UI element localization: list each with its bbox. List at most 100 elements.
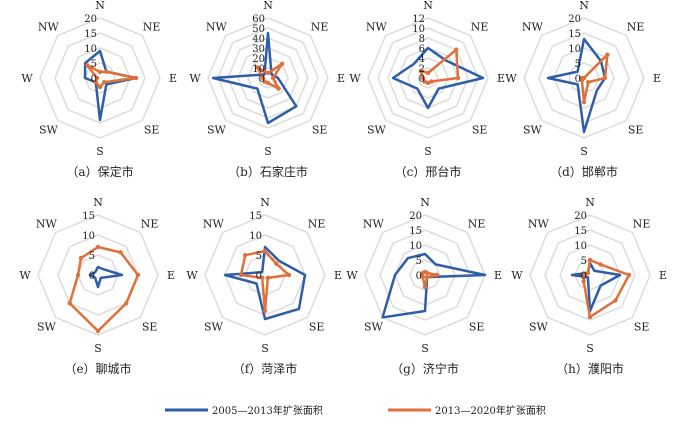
data-point [422, 79, 427, 84]
tick-label: 15 [84, 29, 97, 40]
data-point [260, 75, 266, 81]
data-point [104, 69, 109, 74]
radar-panel: N NE E SE S SW W NW 0 5 10 15 20 （d）邯郸市 [505, 0, 661, 179]
category-label: E [653, 72, 661, 85]
data-point [420, 270, 426, 276]
tick-label: 10 [252, 64, 265, 75]
data-point [78, 255, 84, 261]
category-label: SW [523, 124, 543, 137]
category-label: SW [207, 124, 227, 137]
category-label: SE [309, 321, 325, 334]
grid-ring [204, 214, 326, 336]
category-label: SW [367, 124, 387, 137]
tick-label: 0 [91, 74, 97, 85]
category-label: N [260, 196, 270, 209]
grid-ring [367, 17, 489, 139]
category-label: E [167, 269, 175, 282]
grid-ring [39, 17, 161, 139]
data-point [424, 270, 430, 276]
data-point [274, 261, 279, 266]
tick-label: 30 [252, 44, 265, 55]
grid-ring [57, 234, 139, 316]
grid-ring [84, 62, 116, 94]
category-label: SE [469, 321, 485, 334]
category-label: W [21, 72, 33, 85]
data-point [434, 272, 440, 278]
series-2005-2013-line [223, 245, 307, 321]
category-label: E [659, 269, 667, 282]
data-point [279, 61, 285, 67]
tick-label: 50 [252, 24, 265, 35]
grid-ring [407, 57, 449, 99]
data-point [102, 80, 107, 85]
grid-ring [69, 47, 131, 109]
category-label: NE [311, 20, 329, 33]
data-point [422, 284, 428, 290]
category-label: NE [143, 20, 161, 33]
panel-caption: （f）菏泽市 [233, 361, 297, 376]
tick-label: 0 [575, 74, 581, 85]
data-point [124, 301, 129, 306]
category-label: S [261, 342, 269, 355]
category-label: W [186, 269, 198, 282]
tick-label: 5 [89, 251, 95, 262]
tick-label: 6 [419, 44, 425, 55]
data-point [587, 314, 593, 320]
grid-ring [417, 67, 439, 89]
tick-label: 15 [82, 211, 95, 222]
tick-label: 20 [574, 211, 587, 222]
tick-label: 10 [249, 231, 262, 242]
tick-label: 10 [574, 241, 587, 252]
data-point [259, 275, 265, 281]
tick-label: 10 [82, 231, 95, 242]
legend-label: 2013—2020年扩张面积 [435, 404, 546, 417]
data-point [454, 47, 459, 52]
category-label: S [264, 145, 272, 158]
data-point [97, 84, 103, 90]
tick-label: 5 [581, 256, 587, 267]
grid-ring [37, 214, 159, 336]
panel-caption: （g）济宁市 [391, 361, 459, 376]
tick-label: 4 [419, 54, 425, 65]
category-label: SE [628, 124, 644, 137]
tick-label: 0 [581, 271, 587, 282]
data-point [135, 272, 141, 278]
category-label: SE [312, 124, 328, 137]
data-point [94, 75, 100, 81]
grid-ring [77, 254, 119, 296]
category-label: W [511, 269, 523, 282]
category-label: N [585, 196, 595, 209]
category-label: NW [203, 217, 225, 230]
data-point [238, 272, 244, 278]
radar-panel: N NE E SE S SW W NW 0 5 10 15 20 （h）濮阳市 [511, 196, 667, 376]
data-point [425, 80, 431, 86]
category-label: NE [468, 217, 486, 230]
grid-ring [237, 47, 299, 109]
panel-caption: （b）石家庄市 [228, 164, 308, 179]
data-point [85, 63, 90, 68]
category-label: S [94, 342, 102, 355]
category-label: NW [366, 20, 388, 33]
category-label: SW [204, 321, 224, 334]
data-point [262, 308, 268, 314]
data-point [262, 79, 267, 84]
data-point [586, 80, 591, 85]
category-label: E [334, 269, 342, 282]
tick-label: 20 [409, 211, 422, 222]
grid-ring [207, 17, 329, 139]
grid-ring [244, 254, 286, 296]
category-label: SW [529, 321, 549, 334]
panel-caption: （c）邢台市 [395, 164, 462, 179]
grid-ring [553, 47, 615, 109]
data-point [605, 52, 610, 57]
data-point [97, 69, 103, 75]
tick-label: 40 [252, 34, 265, 45]
category-label: SW [37, 321, 57, 334]
data-point [75, 272, 81, 278]
tick-label: 10 [409, 241, 422, 252]
category-label: N [423, 0, 433, 12]
data-point [418, 68, 424, 74]
data-point [93, 80, 98, 85]
